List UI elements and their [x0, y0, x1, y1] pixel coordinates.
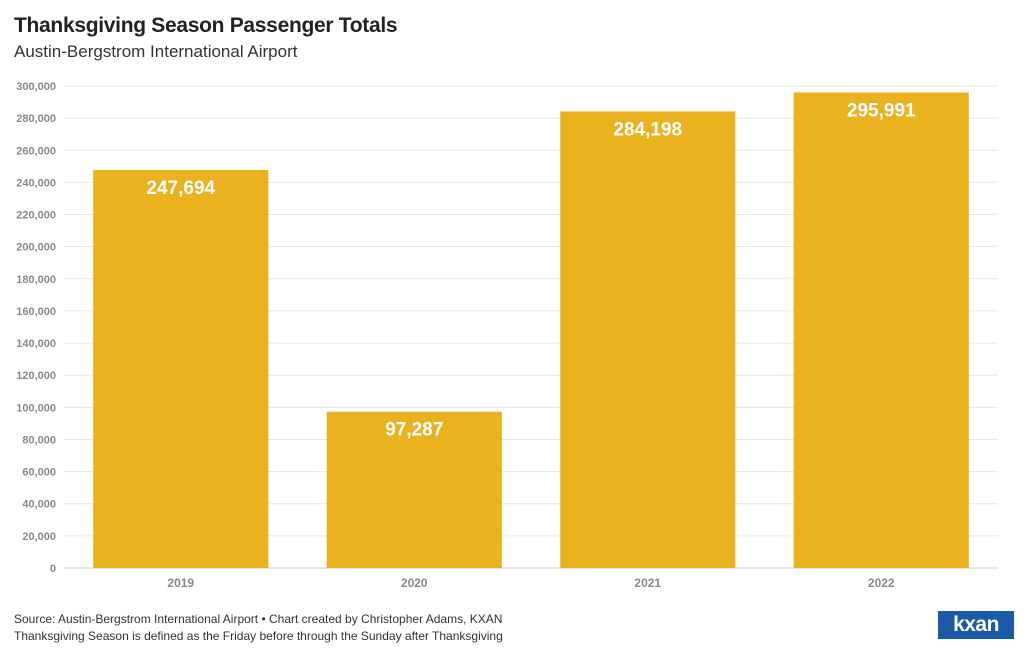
x-tick-label: 2020: [401, 576, 428, 590]
bar-2022: [793, 92, 969, 568]
y-tick-label: 240,000: [16, 177, 56, 189]
y-tick-label: 260,000: [16, 145, 56, 157]
y-tick-label: 120,000: [16, 370, 56, 382]
y-tick-label: 200,000: [16, 242, 56, 254]
data-label: 97,287: [385, 420, 443, 441]
y-tick-label: 40,000: [22, 499, 56, 511]
y-tick-label: 180,000: [16, 274, 56, 286]
y-tick-label: 20,000: [22, 531, 56, 543]
y-tick-label: 160,000: [16, 306, 56, 318]
y-tick-label: 300,000: [16, 81, 56, 93]
y-tick-label: 0: [50, 563, 56, 575]
x-tick-label: 2019: [167, 576, 194, 590]
definition-note: Thanksgiving Season is defined as the Fr…: [14, 629, 503, 643]
bar-2020: [326, 411, 502, 568]
chart-title: Thanksgiving Season Passenger Totals: [14, 14, 398, 37]
bar-2019: [93, 170, 269, 568]
y-tick-label: 140,000: [16, 338, 56, 350]
bar-2021: [560, 111, 736, 568]
y-tick-label: 60,000: [22, 467, 56, 479]
x-tick-label: 2021: [634, 576, 661, 590]
y-tick-label: 80,000: [22, 434, 56, 446]
chart-subtitle: Austin-Bergstrom International Airport: [14, 42, 298, 61]
bar-chart: 0 20,000 40,000 60,000 80,000 100,000 120,000 1…: [16, 81, 998, 590]
y-tick-label: 280,000: [16, 113, 56, 125]
y-tick-label: 100,000: [16, 402, 56, 414]
data-label: 247,694: [146, 178, 215, 199]
data-label: 295,991: [847, 100, 916, 121]
x-tick-label: 2022: [868, 576, 895, 590]
kxan-logo: kxan: [938, 611, 1014, 639]
data-label: 284,198: [613, 119, 682, 140]
source-note: Source: Austin-Bergstrom International A…: [14, 612, 503, 626]
y-tick-label: 220,000: [16, 210, 56, 222]
